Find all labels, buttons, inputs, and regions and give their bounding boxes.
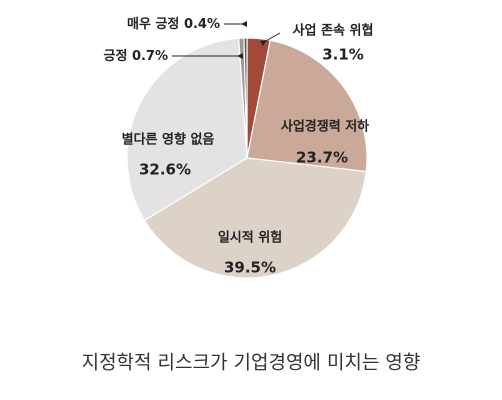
value-label: 39.5% <box>224 259 276 277</box>
pie <box>126 37 368 279</box>
chart-title: 지정학적 리스크가 기업경영에 미치는 영향 <box>82 352 421 374</box>
pie-slice <box>143 157 367 279</box>
slice-label: 매우 긍정 0.4% <box>127 16 220 32</box>
value-label: 3.1% <box>322 46 364 64</box>
value-label: 0.7% <box>132 49 168 64</box>
leader-line <box>259 32 281 47</box>
pie-slice <box>243 37 248 159</box>
slice-label: 별다른 영향 없음 <box>122 132 215 148</box>
value-label: 32.6% <box>139 161 191 179</box>
pie-slice <box>246 39 368 173</box>
pie-slice <box>126 37 248 222</box>
slice-label: 긍정 0.7% <box>103 48 168 64</box>
slice-name: 긍정 <box>103 48 127 64</box>
slice-label: 사업 존속 위협 <box>293 23 374 39</box>
slice-name: 매우 긍정 <box>127 16 179 32</box>
slice-label: 일시적 위험 <box>218 230 282 246</box>
value-label: 23.7% <box>296 149 348 167</box>
slice-label: 사업경쟁력 저하 <box>281 119 369 135</box>
value-label: 0.4% <box>184 17 220 32</box>
